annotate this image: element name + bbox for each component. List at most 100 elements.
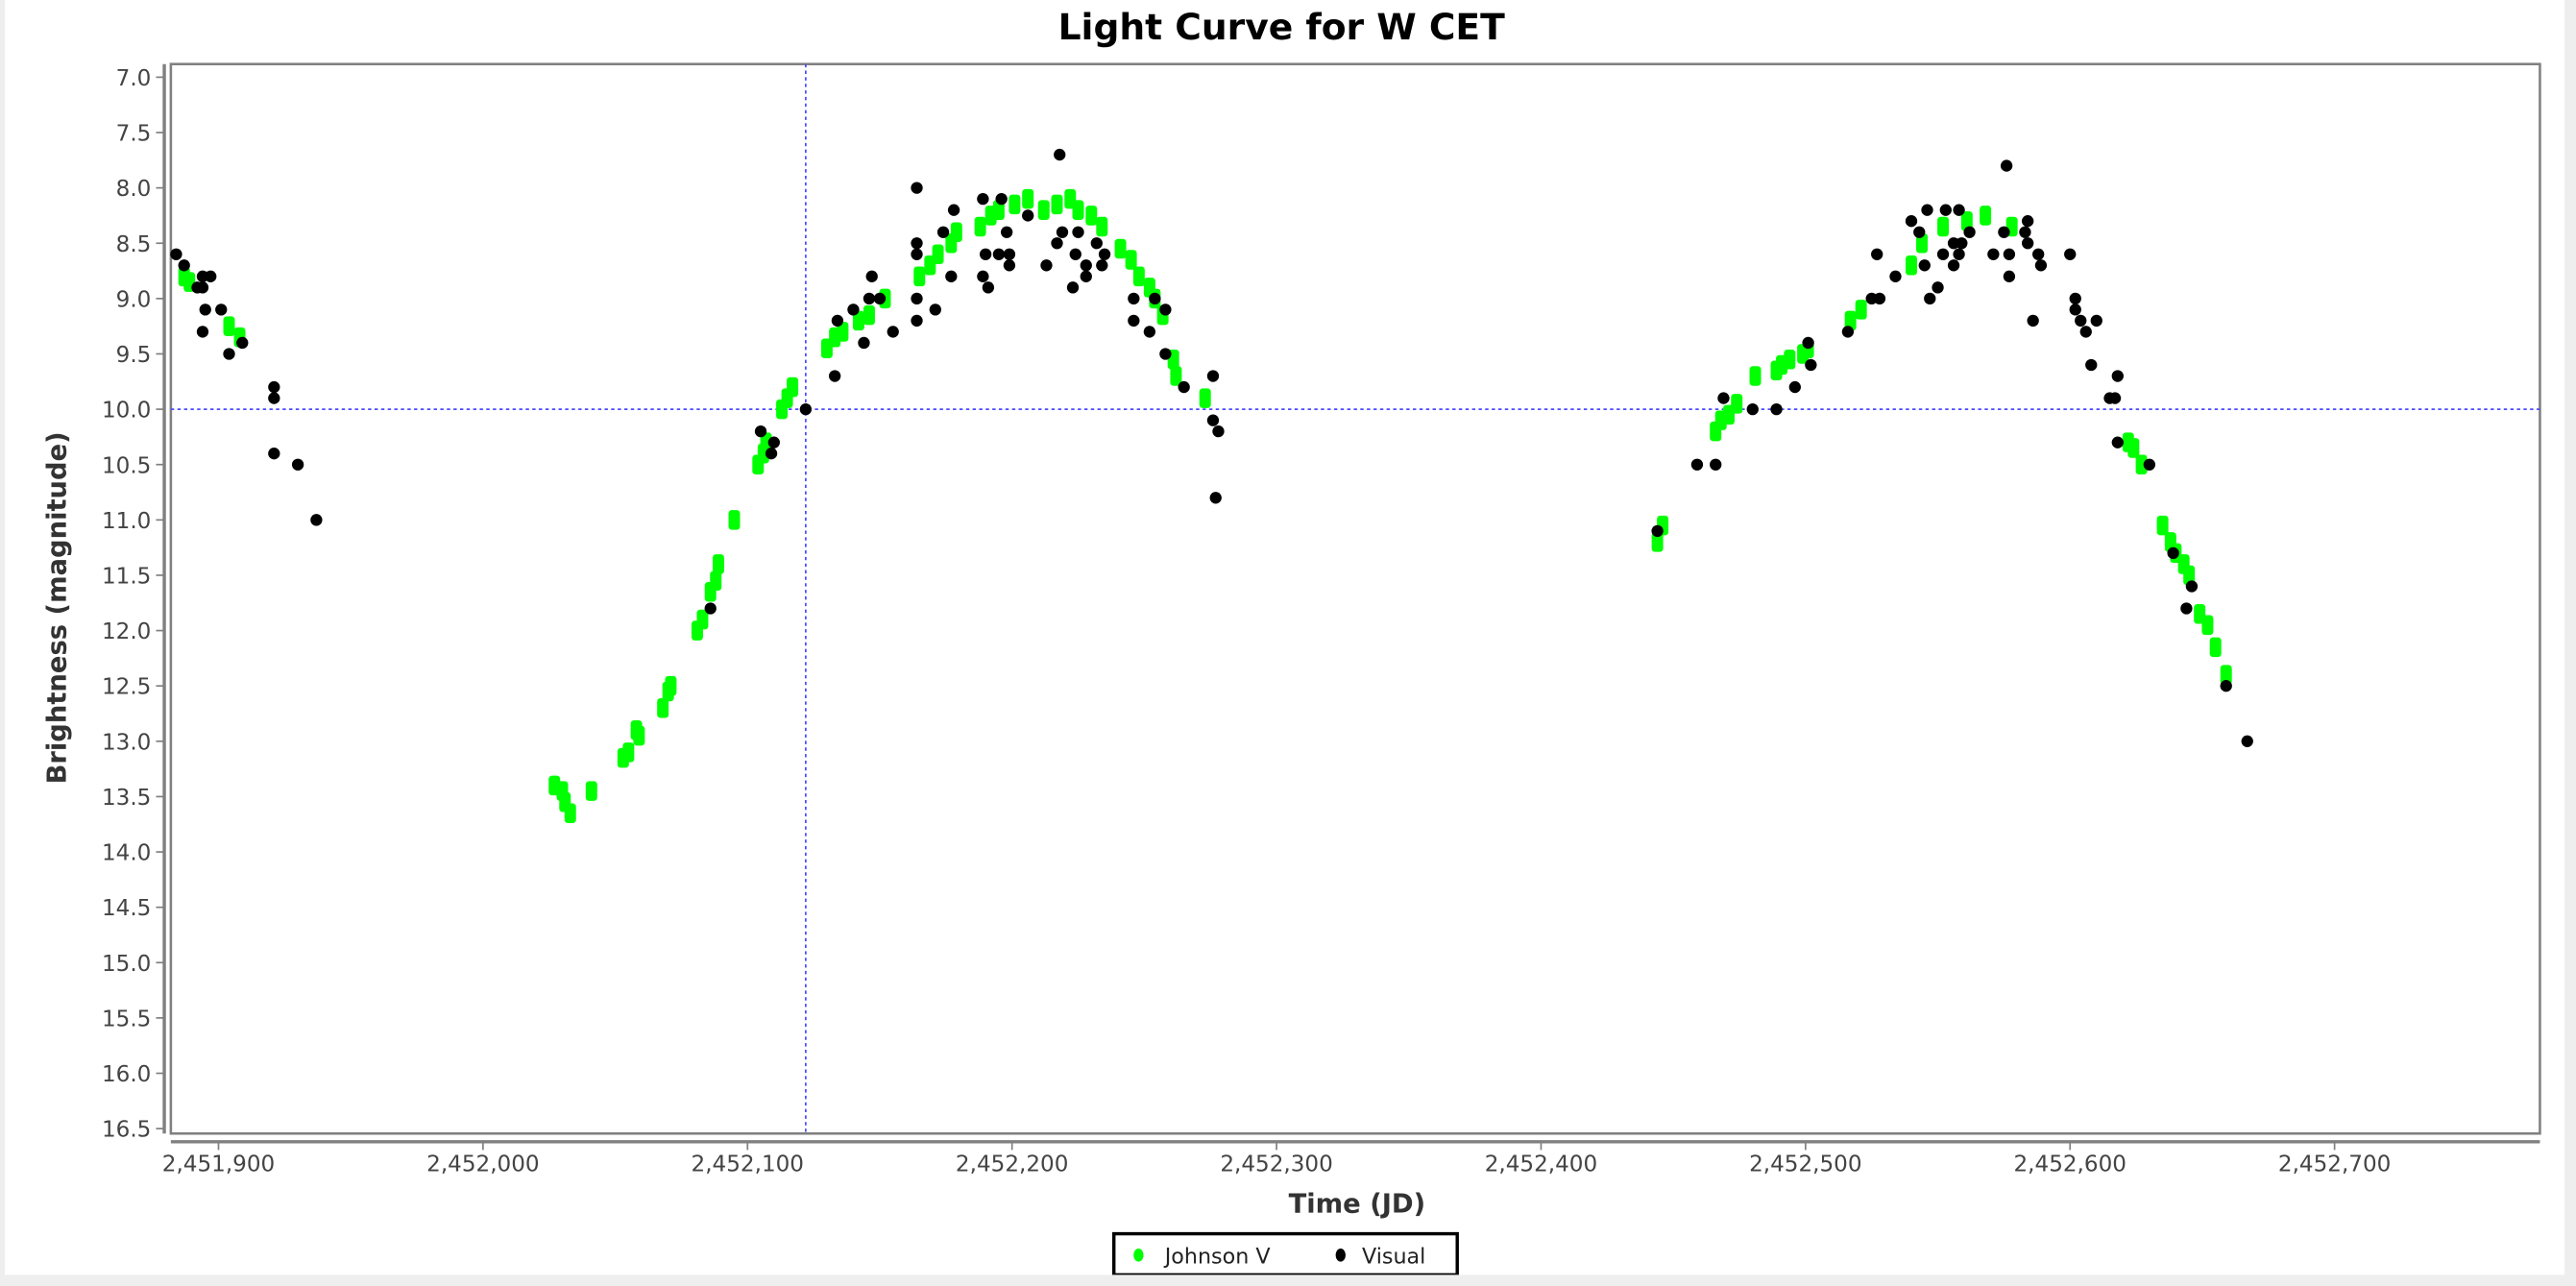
- visual-point: [1080, 270, 1092, 282]
- visual-point: [979, 248, 992, 260]
- visual-point: [1096, 259, 1108, 272]
- johnson-v-point: [710, 570, 722, 591]
- johnson-v-point: [1784, 349, 1796, 370]
- johnson-v-point: [1844, 310, 1857, 331]
- visual-point: [1889, 270, 1902, 282]
- visual-point: [1651, 524, 1664, 538]
- visual-point: [2069, 292, 2081, 305]
- johnson-v-point: [1037, 200, 1050, 220]
- visual-point: [1947, 259, 1960, 272]
- visual-point: [2003, 270, 2016, 282]
- visual-point: [887, 326, 899, 338]
- chart-panel: Light Curve for W CET 7.0 7.5 8.0 8.5 9.0 9.5…: [5, 0, 2565, 1277]
- visual-point: [1149, 292, 1161, 305]
- x-ticks: 2,451,900 2,452,000 2,452,100 2,452,200 2,45…: [162, 1141, 2391, 1177]
- visual-point: [945, 270, 958, 282]
- visual-point: [992, 248, 1006, 260]
- visual-point: [1056, 226, 1069, 238]
- johnson-v-point: [633, 725, 645, 746]
- visual-point: [1805, 358, 1817, 372]
- x-tick-label: 2,452,600: [2014, 1153, 2126, 1177]
- y-tick-label: 11.5: [102, 565, 151, 590]
- johnson-v-point: [1114, 238, 1127, 259]
- visual-point: [1003, 259, 1016, 272]
- visual-point: [2064, 248, 2077, 260]
- visual-point: [1788, 380, 1801, 394]
- x-tick-label: 2,452,100: [692, 1153, 804, 1177]
- johnson-v-point: [1906, 255, 1917, 276]
- visual-point: [765, 448, 778, 460]
- y-tick-label: 8.5: [116, 232, 152, 257]
- visual-point: [1206, 370, 1220, 382]
- visual-point: [1717, 392, 1730, 404]
- visual-point: [1054, 148, 1066, 161]
- x-axis-label: Time (JD): [1289, 1189, 1426, 1219]
- johnson-v-point: [1937, 216, 1950, 237]
- y-tick-label: 16.0: [102, 1062, 151, 1087]
- visual-point: [929, 303, 941, 316]
- plot-area[interactable]: [169, 62, 2541, 1135]
- y-tick-label: 15.0: [102, 952, 151, 977]
- johnson-v-point: [2135, 454, 2148, 474]
- visual-point: [977, 192, 989, 206]
- johnson-v-point: [1960, 210, 1973, 231]
- visual-point: [196, 281, 209, 294]
- visual-point: [1051, 237, 1063, 250]
- visual-point: [1746, 402, 1759, 416]
- visual-point: [2027, 314, 2039, 328]
- visual-point: [1098, 248, 1111, 260]
- y-axis-label: Brightness (magnitude): [42, 431, 72, 784]
- visual-point: [982, 281, 995, 294]
- visual-point: [704, 602, 717, 615]
- x-tick-label: 2,452,200: [956, 1153, 1068, 1177]
- visual-point: [2019, 226, 2031, 238]
- visual-point: [170, 248, 182, 260]
- johnson-v-point: [1749, 366, 1762, 386]
- visual-point: [1710, 458, 1722, 471]
- legend-box: [1112, 1231, 1459, 1277]
- visual-point: [291, 458, 304, 471]
- visual-point: [268, 448, 280, 460]
- visual-point: [2108, 392, 2122, 404]
- visual-point: [1873, 292, 1886, 305]
- johnson-v-point: [728, 510, 741, 530]
- johnson-v-point: [1125, 250, 1137, 270]
- visual-point: [911, 182, 923, 194]
- visual-point: [2111, 436, 2124, 449]
- visual-point: [1080, 259, 1092, 272]
- visual-point: [911, 292, 923, 305]
- johnson-v-point: [2209, 637, 2222, 658]
- y-tick-label: 7.0: [116, 66, 152, 91]
- johnson-v-point: [1022, 188, 1034, 209]
- y-tick-label: 9.5: [116, 343, 152, 368]
- johnson-v-point: [2127, 438, 2140, 458]
- y-tick-label: 8.0: [116, 177, 152, 202]
- light-curve-chart[interactable]: Light Curve for W CET 7.0 7.5 8.0 8.5 9.0 9.5…: [5, 0, 2564, 1277]
- johnson-v-point: [1731, 394, 1743, 414]
- visual-point: [1003, 248, 1016, 260]
- johnson-v-point: [1651, 532, 1664, 552]
- visual-point: [223, 348, 235, 360]
- visual-point: [1690, 458, 1704, 471]
- johnson-v-point: [1072, 200, 1084, 220]
- visual-point: [1987, 248, 2000, 260]
- y-tick-label: 12.5: [102, 675, 151, 700]
- visual-point: [2180, 602, 2193, 615]
- johnson-v-point: [657, 697, 669, 718]
- visual-point: [178, 259, 190, 272]
- johnson-v-point: [1096, 216, 1108, 237]
- y-tick-label: 15.5: [102, 1007, 151, 1031]
- visual-point: [799, 402, 813, 416]
- y-ticks: 7.0 7.5 8.0 8.5 9.0 9.5 10.0 10.5 11.0 11.5 12.0 12…: [102, 66, 165, 1143]
- johnson-v-point: [585, 781, 597, 801]
- visual-point: [2034, 259, 2048, 272]
- johnson-v-point: [837, 322, 849, 342]
- visual-point: [1871, 248, 1883, 260]
- visual-point: [1924, 292, 1936, 305]
- visual-point: [1178, 380, 1190, 394]
- visual-point: [1090, 237, 1103, 250]
- johnson-v-point: [696, 609, 709, 630]
- johnson-v-point: [1199, 388, 1211, 408]
- visual-point: [2075, 314, 2087, 328]
- visual-point: [205, 270, 217, 282]
